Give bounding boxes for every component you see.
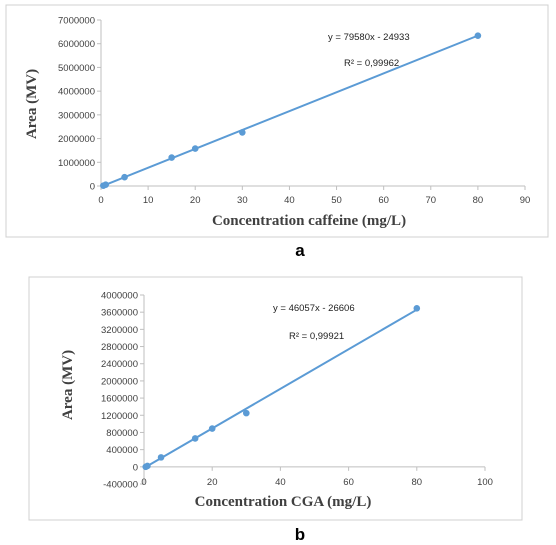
chart-a-data-point	[239, 129, 246, 136]
chart-a-x-tick-label: 60	[378, 195, 389, 206]
chart-a-x-tick-label: 90	[520, 195, 531, 206]
chart-a-x-tick-label: 50	[331, 195, 342, 206]
chart-a-data-point	[474, 32, 482, 39]
chart-a-x-tick-label: 70	[425, 195, 436, 206]
chart-b-y-tick-label: 3600000	[101, 308, 138, 319]
chart-a-trendline	[102, 34, 479, 187]
chart-a-y-tick-label: 1000000	[58, 158, 95, 169]
chart-a-data-point	[191, 145, 199, 152]
chart-a-data-point	[168, 154, 175, 161]
chart-b-data-point	[144, 462, 151, 470]
chart-a-y-axis-label: Area (MV)	[24, 69, 40, 139]
chart-b-data-point	[157, 454, 165, 461]
chart-b-caption: b	[295, 525, 305, 544]
chart-a: 0 1000000 2000000 3000000 4000000 5000000 6000…	[5, 4, 549, 238]
chart-b-x-tick-label: 100	[477, 477, 493, 488]
chart-a-x-tick-label: 80	[473, 195, 484, 206]
chart-a-r-squared: R² = 0,99962	[344, 58, 399, 69]
chart-b-plot-area: -400000040000080000012000001600000200000…	[101, 291, 493, 491]
chart-b-data-point	[191, 435, 199, 442]
chart-b-y-tick-label: 2800000	[101, 342, 138, 353]
chart-b-y-tick-label: 800000	[106, 428, 138, 439]
chart-b-y-tick-label: 4000000	[101, 291, 138, 302]
chart-a-data-point	[102, 181, 110, 188]
chart-a-y-tick-label: 6000000	[58, 39, 95, 50]
chart-a-y-tick-label: 4000000	[58, 87, 95, 98]
chart-b-data-point	[413, 305, 421, 312]
chart-b-r-squared: R² = 0,99921	[289, 331, 344, 342]
chart-b-data-point	[208, 425, 216, 432]
chart-b-y-tick-label: -400000	[103, 480, 138, 491]
chart-a-x-tick-label: 30	[237, 195, 248, 206]
chart-a-equation: y = 79580x - 24933	[328, 32, 410, 43]
chart-a-plot-area: 0 1000000 2000000 3000000 4000000 5000000 6000…	[58, 16, 530, 207]
chart-b-equation: y = 46057x - 26606	[273, 303, 355, 314]
chart-b-y-tick-label: 3200000	[101, 325, 138, 336]
chart-b-y-axis-label: Area (MV)	[60, 350, 76, 420]
chart-a-caption: a	[295, 241, 305, 260]
chart-a-y-tick-label: 2000000	[58, 134, 95, 145]
chart-b-x-tick-label: 40	[275, 477, 286, 488]
chart-b-x-tick-label: 20	[207, 477, 218, 488]
chart-b-frame	[28, 276, 523, 521]
chart-b-x-tick-label: 60	[343, 477, 354, 488]
chart-b-data-point	[243, 409, 250, 417]
chart-b-y-tick-label: 400000	[106, 445, 138, 456]
chart-a-x-tick-label: 20	[190, 195, 201, 206]
chart-b-y-tick-label: 2000000	[101, 376, 138, 387]
chart-a-y-tick-label: 0	[90, 182, 95, 193]
chart-b-y-tick-label: 1600000	[101, 394, 138, 405]
chart-b-x-tick-label: 80	[412, 477, 423, 488]
chart-a-x-tick-label: 10	[143, 195, 154, 206]
chart-b-x-tick-label: 0	[141, 477, 146, 488]
chart-b-y-tick-label: 1200000	[101, 411, 138, 422]
chart-a-x-tick-label: 0	[98, 195, 103, 206]
chart-b-y-tick-label: 0	[133, 462, 138, 473]
chart-a-y-tick-label: 7000000	[58, 16, 95, 27]
chart-a-data-point	[121, 173, 128, 181]
chart-a-x-axis-label: Concentration caffeine (mg/L)	[212, 213, 406, 229]
chart-b: -400000040000080000012000001600000200000…	[28, 276, 523, 521]
chart-a-y-tick-label: 3000000	[58, 110, 95, 121]
chart-b-y-tick-label: 2400000	[101, 359, 138, 370]
chart-a-x-tick-label: 40	[284, 195, 295, 206]
chart-b-trendline	[145, 308, 418, 468]
chart-b-x-axis-label: Concentration CGA (mg/L)	[195, 494, 372, 510]
chart-a-y-tick-label: 5000000	[58, 63, 95, 74]
